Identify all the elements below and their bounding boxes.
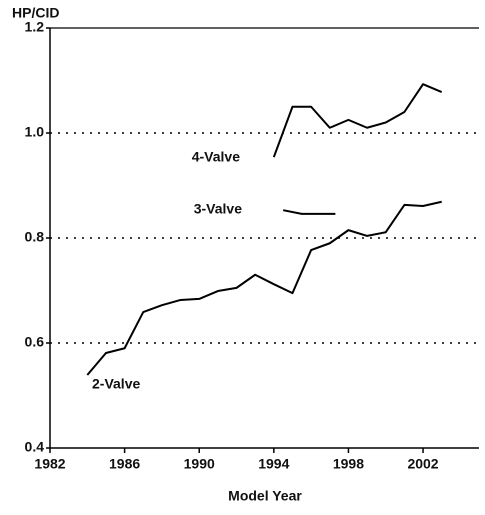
x-tick-label: 2002 [407, 456, 438, 472]
series-line [282, 209, 336, 215]
x-tick-label: 1998 [333, 456, 364, 472]
series-label: 4-Valve [192, 149, 240, 165]
y-axis-label: HP/CID [12, 5, 59, 21]
y-tick-label: 1.0 [25, 124, 45, 140]
x-axis-label: Model Year [228, 488, 302, 504]
series-line [272, 83, 443, 158]
y-tick-label: 0.8 [25, 229, 45, 245]
series-line [86, 200, 442, 376]
x-tick-label: 1994 [258, 456, 289, 472]
series-label: 2-Valve [92, 376, 140, 392]
y-tick-label: 1.2 [25, 19, 45, 35]
x-tick-label: 1990 [184, 456, 215, 472]
y-tick-label: 0.6 [25, 334, 45, 350]
series-label: 3-Valve [194, 201, 242, 217]
y-tick-label: 0.4 [25, 439, 45, 455]
x-tick-label: 1982 [34, 456, 65, 472]
x-tick-label: 1986 [109, 456, 140, 472]
